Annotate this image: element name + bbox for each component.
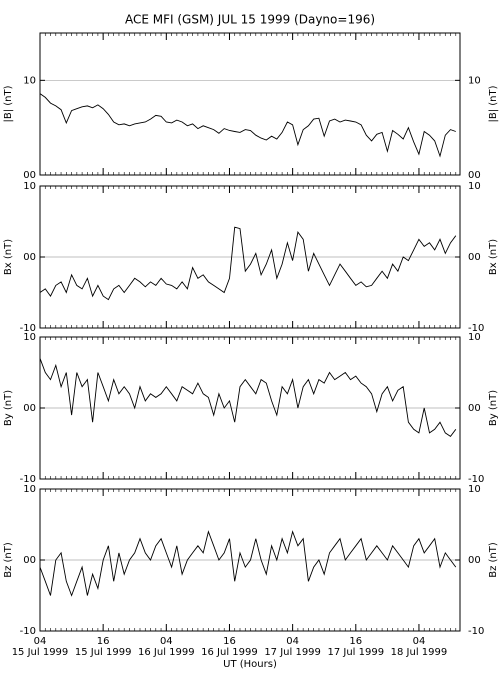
- x-tick-label: 16: [97, 636, 110, 647]
- y-tick-label: 10: [468, 75, 481, 86]
- chart-title: ACE MFI (GSM) JUL 15 1999 (Dayno=196): [125, 13, 375, 27]
- x-tick-date: 18 Jul 1999: [391, 647, 448, 658]
- y-tick-label: 10: [468, 332, 481, 343]
- y-axis-label: Bx (nT): [3, 239, 14, 275]
- y-tick-label: -10: [20, 474, 36, 485]
- x-tick-date: 15 Jul 1999: [75, 647, 132, 658]
- y-tick-label: 00: [468, 252, 481, 263]
- y-tick-label: 00: [468, 555, 481, 566]
- y-axis-label: By (nT): [488, 390, 499, 426]
- y-tick-label: -10: [20, 626, 36, 637]
- x-tick-date: 17 Jul 1999: [264, 647, 321, 658]
- y-tick-label: -10: [468, 474, 484, 485]
- data-line: [39, 358, 457, 438]
- y-tick-label: 00: [23, 170, 36, 181]
- x-tick-label: 16: [223, 636, 236, 647]
- plot-frame: [39, 32, 461, 176]
- y-tick-label: 00: [468, 170, 481, 181]
- y-axis-label: Bx (nT): [488, 239, 499, 275]
- plot-frame: [39, 488, 461, 632]
- x-tick-date: 16 Jul 1999: [201, 647, 258, 658]
- x-axis-label: UT (Hours): [223, 659, 277, 670]
- plot-frame: [39, 185, 461, 329]
- y-tick-label: 00: [23, 555, 36, 566]
- x-tick-label: 04: [160, 636, 173, 647]
- y-axis-label: |B| (nT): [488, 85, 499, 122]
- y-tick-label: 00: [23, 403, 36, 414]
- y-tick-label: 00: [468, 403, 481, 414]
- data-line: [39, 93, 456, 158]
- x-tick-label: 04: [286, 636, 299, 647]
- y-tick-label: 10: [23, 484, 36, 495]
- y-tick-label: 10: [23, 181, 36, 192]
- y-axis-label: |B| (nT): [3, 85, 14, 122]
- y-tick-label: -10: [468, 323, 484, 334]
- x-tick-date: 17 Jul 1999: [327, 647, 384, 658]
- y-axis-label: By (nT): [3, 390, 14, 426]
- data-line: [39, 226, 457, 301]
- y-tick-label: 10: [468, 484, 481, 495]
- y-tick-label: 10: [468, 181, 481, 192]
- x-tick-label: 04: [34, 636, 47, 647]
- x-tick-label: 04: [413, 636, 426, 647]
- y-axis-label: Bz (nT): [488, 542, 499, 578]
- x-tick-label: 16: [349, 636, 362, 647]
- y-tick-label: 00: [23, 252, 36, 263]
- plot-frame: [39, 336, 461, 480]
- x-tick-date: 16 Jul 1999: [138, 647, 195, 658]
- y-tick-label: 10: [23, 332, 36, 343]
- x-tick-date: 15 Jul 1999: [12, 647, 69, 658]
- y-tick-label: -10: [20, 323, 36, 334]
- y-tick-label: -10: [468, 626, 484, 637]
- y-tick-label: 10: [23, 75, 36, 86]
- y-axis-label: Bz (nT): [3, 542, 14, 578]
- data-line: [39, 530, 457, 597]
